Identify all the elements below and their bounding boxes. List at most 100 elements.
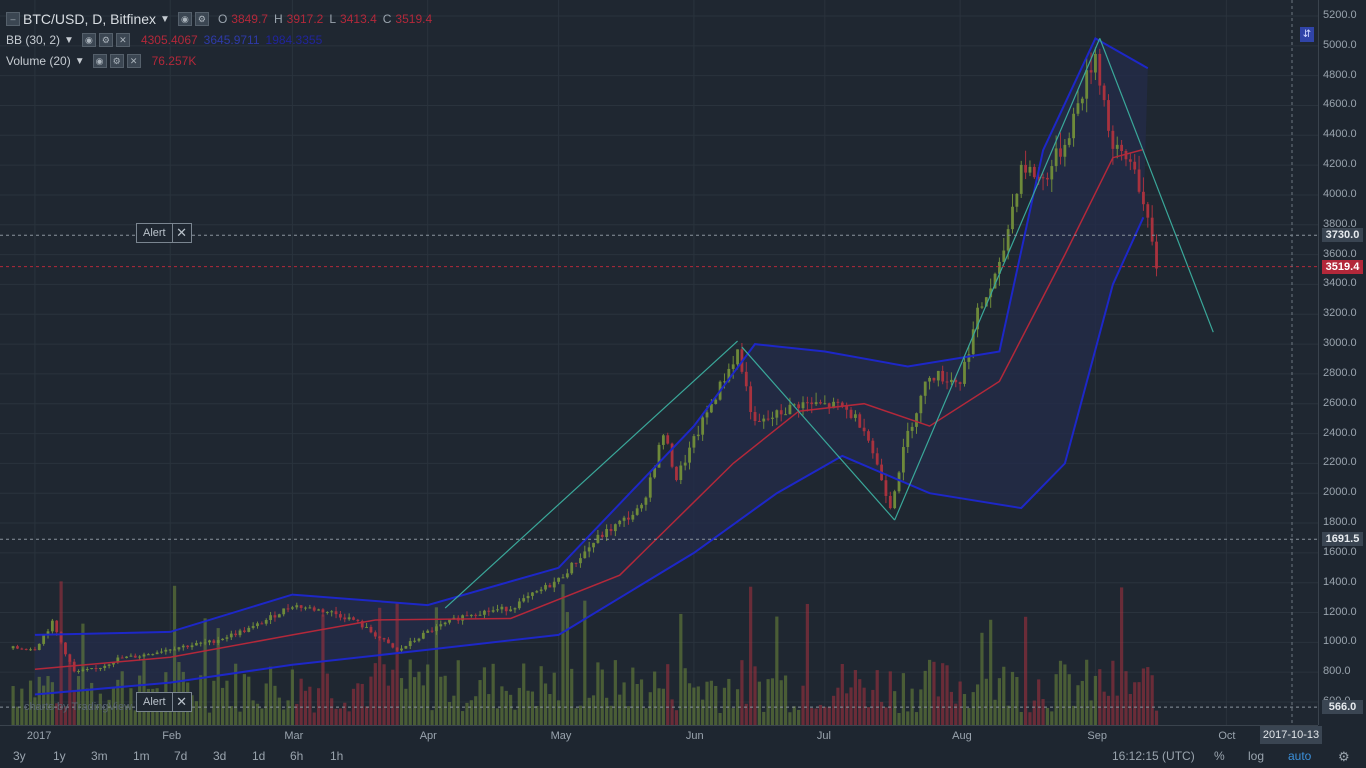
timeframe-button[interactable]: 3m <box>91 749 108 763</box>
volume-bar <box>413 677 417 725</box>
chevron-down-icon[interactable]: ▼ <box>64 34 74 46</box>
visibility-icon[interactable]: ◉ <box>177 12 192 26</box>
ohlc-value: 3413.4 <box>340 12 377 26</box>
alert-label[interactable]: Alert <box>137 693 173 711</box>
volume-bar <box>404 688 408 725</box>
indicator-name[interactable]: BB (30, 2) <box>6 33 61 47</box>
volume-bar <box>509 694 513 725</box>
bb-middle-line <box>34 148 1144 670</box>
candle-body <box>509 609 513 612</box>
timeframe-button[interactable]: 1y <box>53 749 66 763</box>
candle-body <box>701 417 705 435</box>
chevron-down-icon[interactable]: ▼ <box>74 55 85 67</box>
clock[interactable]: 16:12:15 (UTC) <box>1112 749 1195 763</box>
ohlc-label: L <box>329 12 337 26</box>
visibility-icon[interactable]: ◉ <box>92 54 107 68</box>
symbol-legend: – BTC/USD, D, Bitfinex ▼ ◉ ⚙ O 3849.7 H 39… <box>6 10 432 28</box>
candle-body <box>125 656 128 659</box>
volume-bar <box>583 600 587 725</box>
volume-bar <box>68 660 72 725</box>
scroll-to-realtime-icon[interactable]: ⇵ <box>1300 27 1314 42</box>
percent-scale-toggle[interactable]: % <box>1214 749 1225 763</box>
volume-bar <box>927 659 932 725</box>
candle-body <box>723 381 726 383</box>
visibility-icon[interactable]: ◉ <box>81 33 96 47</box>
symbol-title[interactable]: BTC/USD, D, Bitfinex <box>23 11 157 27</box>
log-scale-toggle[interactable]: log <box>1248 749 1265 763</box>
volume-bar <box>975 684 980 725</box>
candle-body <box>260 623 264 625</box>
close-icon[interactable]: ✕ <box>115 33 130 47</box>
candle-body <box>819 402 822 404</box>
settings-icon[interactable]: ⚙ <box>98 33 113 47</box>
candle-body <box>504 606 508 612</box>
candle-body <box>81 669 85 672</box>
timeframe-button[interactable]: 1m <box>133 749 150 763</box>
volume-bar <box>757 681 761 725</box>
candle-body <box>736 349 739 365</box>
candle-body <box>1124 151 1128 160</box>
candle-body <box>557 577 561 582</box>
candle-body <box>753 412 757 421</box>
price-chart[interactable] <box>0 0 1318 725</box>
price-tick: 3000.0 <box>1323 337 1357 350</box>
price-tick: 5200.0 <box>1323 9 1357 21</box>
candle-body <box>129 655 133 657</box>
timeframe-button[interactable]: 1d <box>252 749 266 763</box>
volume-bar <box>1115 695 1119 725</box>
volume-bar <box>557 700 561 725</box>
candle-body <box>160 651 163 653</box>
timeframe-button[interactable]: 3y <box>13 749 26 763</box>
close-icon[interactable]: ✕ <box>126 54 141 68</box>
volume-bar <box>888 671 892 725</box>
candle-body <box>29 649 32 651</box>
timeframe-button[interactable]: 1h <box>330 749 344 763</box>
volume-bar <box>59 581 63 725</box>
candle-body <box>173 649 176 651</box>
chevron-down-icon[interactable]: ▼ <box>160 13 170 25</box>
volume-bar <box>535 706 539 725</box>
candle-body <box>483 610 486 615</box>
chart-canvas[interactable] <box>0 0 1318 725</box>
candle-body <box>299 605 303 608</box>
volume-bar <box>443 675 447 725</box>
volume-bar <box>430 710 434 725</box>
settings-icon[interactable]: ⚙ <box>109 54 124 68</box>
timeframe-button[interactable]: 6h <box>290 749 304 763</box>
timeframe-button[interactable]: 7d <box>174 749 188 763</box>
indicator-name[interactable]: Volume (20) <box>6 54 71 68</box>
candle-body <box>993 273 997 289</box>
settings-icon[interactable]: ⚙ <box>194 12 209 26</box>
volume-bar <box>683 668 687 725</box>
volume-bar <box>884 707 888 725</box>
alert-line-label[interactable]: Alert ✕ <box>136 223 192 243</box>
volume-bar <box>587 697 591 725</box>
close-icon[interactable]: ✕ <box>176 694 188 709</box>
volume-legend: Volume (20) ▼ ◉ ⚙ ✕ 76.257K <box>6 52 196 70</box>
time-axis[interactable]: 2017 Feb Mar Apr May Jun Jul Aug Sep Oct <box>0 725 1318 748</box>
auto-scale-toggle[interactable]: auto <box>1288 749 1312 763</box>
price-tick: 3200.0 <box>1323 307 1357 320</box>
candle-body <box>805 402 809 404</box>
close-icon[interactable]: ✕ <box>176 225 188 240</box>
candle-body <box>775 410 779 418</box>
volume-bar <box>753 666 757 725</box>
candle-body <box>605 529 609 537</box>
candle-body <box>234 633 238 636</box>
volume-bar <box>845 693 849 725</box>
volume-bar <box>351 688 356 725</box>
alert-line-label[interactable]: Alert ✕ <box>136 692 192 712</box>
volume-bar <box>461 711 465 725</box>
price-axis[interactable]: 5200.0 5000.0 4800.0 4600.0 4400.0 4200.0 4000… <box>1318 0 1366 725</box>
candle-body <box>906 430 910 448</box>
volume-bar <box>775 616 779 725</box>
volume-bar <box>810 708 814 725</box>
collapse-icon[interactable]: – <box>6 12 20 26</box>
candle-body <box>644 497 648 505</box>
price-tick: 3600.0 <box>1323 247 1357 260</box>
candle-body <box>465 615 469 617</box>
alert-label[interactable]: Alert <box>137 224 173 242</box>
timeframe-button[interactable]: 3d <box>213 749 227 763</box>
watermark[interactable]: charts by TradingView <box>24 701 133 713</box>
gear-icon[interactable]: ⚙ <box>1338 749 1350 764</box>
